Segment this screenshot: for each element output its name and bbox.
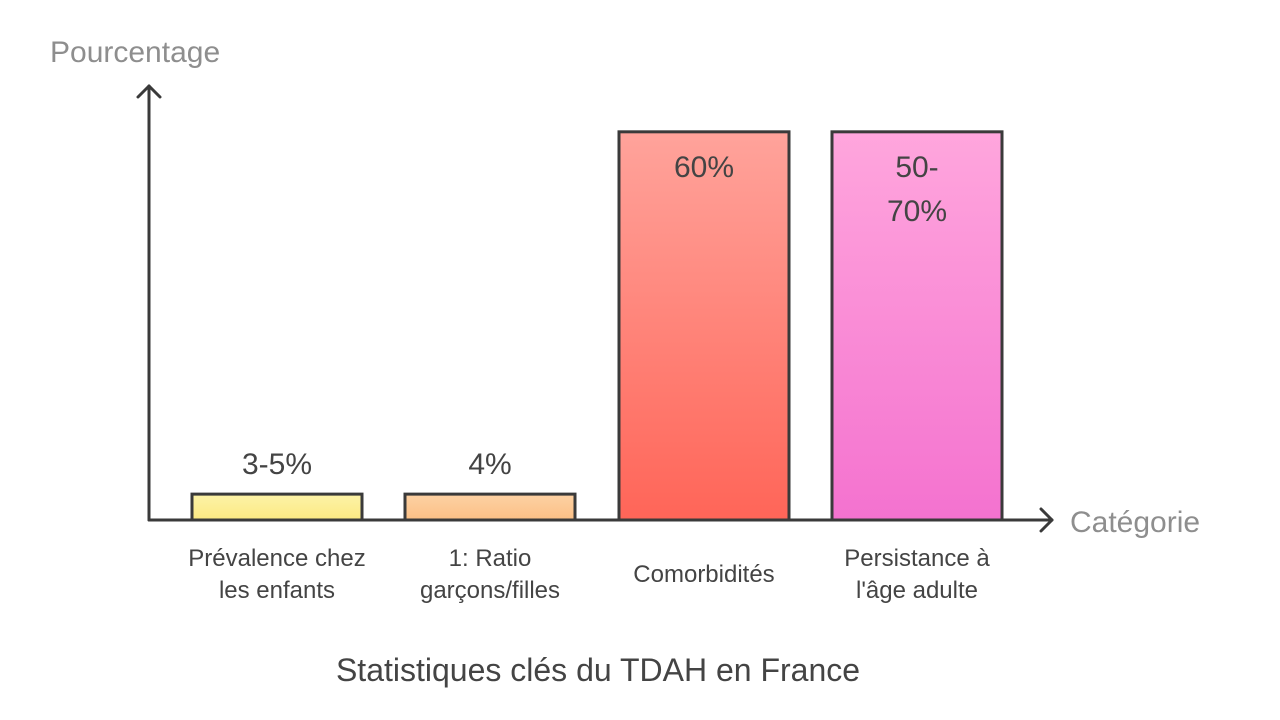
x-axis-title: Catégorie	[1070, 506, 1200, 539]
chart-title: Statistiques clés du TDAH en France	[336, 652, 860, 688]
bar-1	[190, 492, 364, 522]
category-label: les enfants	[219, 577, 335, 604]
category-label: garçons/filles	[420, 577, 560, 604]
bar-value-label: 60%	[674, 151, 734, 184]
bar-value-label: 4%	[468, 448, 511, 481]
bar-value-label: 70%	[887, 195, 947, 228]
bar-value-label: 3-5%	[242, 448, 312, 481]
bar-4	[830, 130, 1004, 522]
y-axis-title: Pourcentage	[50, 36, 220, 69]
bars-group: 3-5% 4% 60% 50- 70%	[190, 130, 1004, 522]
bar-3	[617, 130, 791, 522]
category-label: Persistance à	[844, 545, 990, 572]
category-label: l'âge adulte	[856, 577, 978, 604]
y-axis-arrow	[136, 84, 162, 99]
category-label: Comorbidités	[633, 561, 774, 588]
category-label: Prévalence chez	[188, 545, 365, 572]
category-labels-group: Prévalence chez les enfants 1: Ratio garçon…	[188, 545, 990, 604]
bar-2	[403, 492, 577, 522]
bar-value-label: 50-	[895, 151, 938, 184]
category-label: 1: Ratio	[449, 545, 532, 572]
x-axis-arrow	[1039, 507, 1054, 533]
